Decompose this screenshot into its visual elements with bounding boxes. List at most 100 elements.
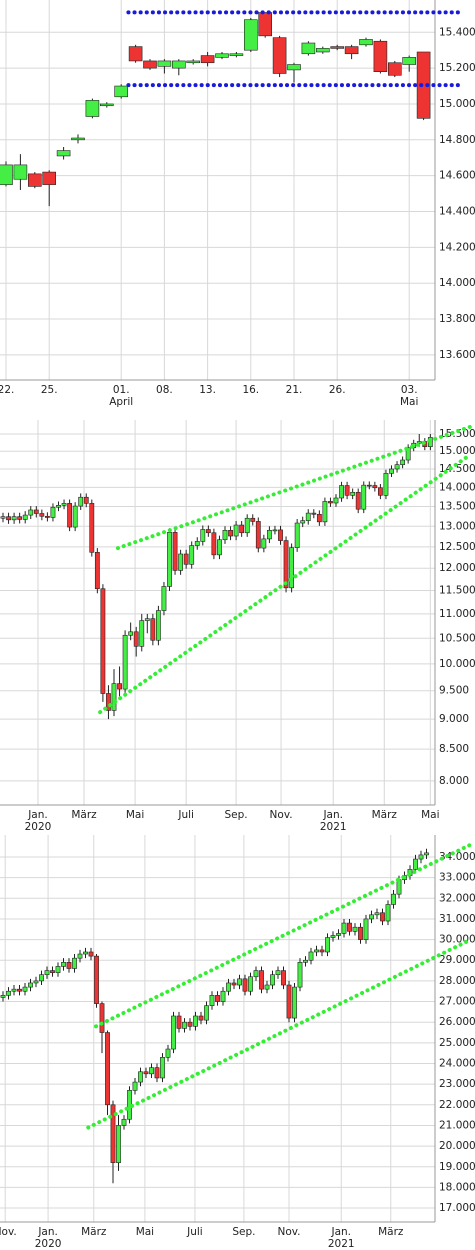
candle-body	[200, 55, 215, 64]
candle-body	[117, 683, 122, 690]
candle-body	[341, 922, 347, 934]
candle-body	[128, 631, 134, 636]
candle-body	[186, 60, 200, 64]
candle-body	[275, 970, 281, 976]
candle-body	[389, 468, 394, 474]
x-tick-label: Sep.	[225, 809, 248, 821]
candle-body	[387, 62, 402, 76]
x-tick-label: 16.	[242, 384, 259, 396]
y-tick-label: 9.000	[439, 713, 469, 725]
chart: 8.000 8.500 9.000 9.500 10.000 10.500 11.000 11…	[0, 420, 475, 830]
candle-body	[205, 529, 211, 534]
y-tick-label: 13.600	[439, 349, 475, 361]
candle-body	[56, 150, 71, 157]
y-tick-label: 19.000	[439, 1161, 475, 1173]
candle-body	[358, 926, 363, 940]
y-tick-label: 9.500	[439, 685, 469, 697]
candle-body	[377, 487, 383, 496]
candle-body	[405, 447, 411, 461]
candle-body	[215, 53, 229, 58]
y-tick-label: 30.000	[439, 934, 475, 946]
candle-body	[289, 547, 294, 589]
candle-body	[94, 552, 100, 590]
y-tick-label: 24.000	[439, 1058, 475, 1070]
candle-body	[239, 524, 245, 534]
candle-body	[0, 516, 6, 519]
candle-body	[193, 1015, 198, 1027]
candle-body	[66, 962, 72, 969]
candle-body	[72, 505, 78, 528]
candle-body	[283, 540, 289, 589]
candle-body	[272, 529, 278, 532]
x-tick-label: Mai	[136, 1226, 154, 1238]
candle-body	[33, 980, 39, 984]
candle-body	[194, 541, 200, 546]
candle-body	[373, 40, 388, 72]
candle-body	[366, 484, 372, 487]
candle-body	[278, 529, 283, 541]
candle-body	[114, 85, 128, 98]
y-tick-label: 17.000	[439, 1202, 475, 1214]
candle-body	[39, 974, 44, 982]
x-tick-label: Jan.	[322, 809, 343, 821]
x-tick-label: 22.	[0, 384, 14, 396]
y-tick-label: 11.500	[439, 585, 475, 597]
x-tick-label: März	[71, 809, 97, 821]
x-tick-label: 03.	[401, 384, 418, 396]
candle-body	[211, 532, 217, 556]
y-tick-label: 14.000	[439, 481, 475, 493]
candle-body	[248, 976, 253, 992]
candle-body	[83, 496, 89, 504]
y-tick-label: 8.500	[439, 743, 469, 755]
y-tick-label: 15.200	[439, 62, 475, 74]
candle-body	[383, 473, 389, 496]
candle-body	[350, 491, 356, 496]
x-tick-label: März	[378, 1226, 404, 1238]
y-tick-label: 15.000	[439, 98, 475, 110]
candle-body	[167, 532, 172, 587]
candle-body	[322, 501, 328, 523]
candle-body	[55, 966, 61, 973]
candle-body	[385, 904, 391, 922]
y-tick-label: 14.600	[439, 170, 475, 182]
candle-body	[121, 1118, 127, 1126]
candle-body	[44, 970, 50, 976]
x-tick-label: Mai	[126, 809, 144, 821]
y-tick-label: 11.000	[439, 608, 475, 620]
candle-body	[0, 995, 6, 998]
candle-body	[149, 1067, 154, 1075]
candle-body	[144, 618, 150, 621]
candle-body	[67, 503, 72, 528]
x-tick-label: Nov.	[270, 809, 293, 821]
candle-body	[325, 937, 330, 953]
candle-body	[281, 970, 286, 986]
y-tick-label: 13.500	[439, 500, 475, 512]
x-tick-sublabel: April	[109, 396, 133, 408]
chart: 13.600 13.800 14.000 14.200 14.400 14.600 14.8…	[0, 0, 475, 408]
trend-line	[115, 424, 472, 551]
candle-body	[347, 922, 352, 932]
candle-body	[333, 497, 339, 504]
candle-body	[11, 516, 17, 521]
candle-body	[311, 512, 317, 515]
candle-body	[27, 173, 42, 187]
candle-body	[17, 988, 22, 992]
candle-body	[94, 955, 99, 1004]
candle-body	[272, 37, 287, 74]
candle-body	[300, 520, 306, 524]
candle-body	[106, 693, 111, 711]
candle-body	[88, 951, 94, 957]
y-tick-label: 26.000	[439, 1016, 475, 1028]
candle-body	[270, 974, 275, 986]
candle-body	[6, 516, 11, 521]
y-tick-label: 21.000	[439, 1119, 475, 1131]
candle-body	[303, 959, 308, 963]
y-tick-label: 22.000	[439, 1099, 475, 1111]
candle-body	[33, 509, 39, 514]
candle-body	[237, 978, 242, 986]
x-tick-label: Juli	[177, 809, 194, 821]
candle-body	[259, 970, 264, 990]
candle-body	[233, 524, 239, 537]
y-tick-label: 18.000	[439, 1181, 475, 1193]
candle-body	[344, 46, 359, 55]
